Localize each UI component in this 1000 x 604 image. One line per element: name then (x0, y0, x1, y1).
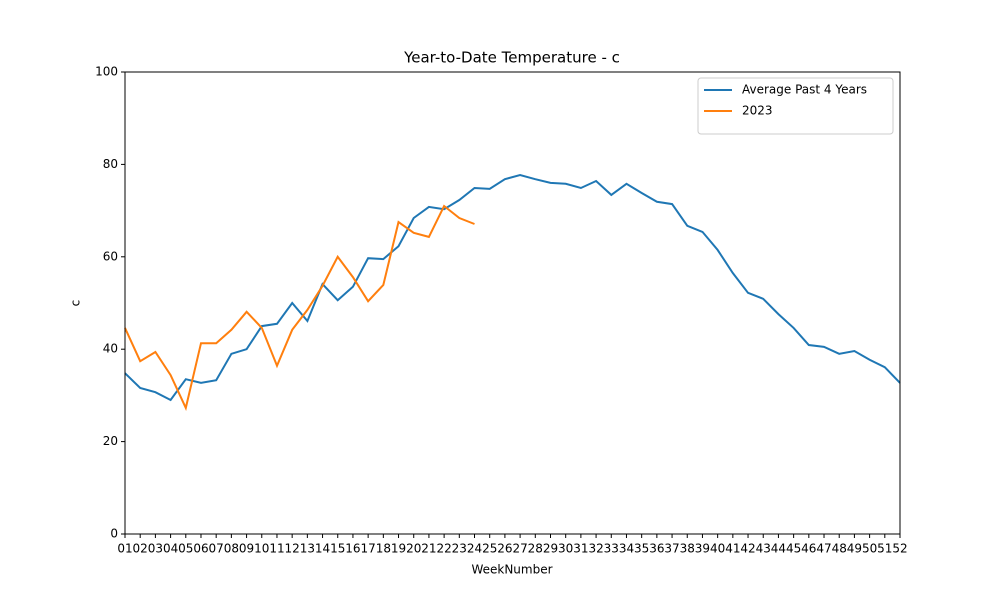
x-tick-label: 39 (695, 542, 710, 556)
x-tick-label: 40 (710, 542, 725, 556)
x-tick-label: 24 (467, 542, 482, 556)
x-tick-label: 29 (543, 542, 558, 556)
x-tick-label: 28 (528, 542, 543, 556)
x-tick-label: 42 (740, 542, 755, 556)
y-tick-label: 0 (110, 527, 118, 541)
x-tick-label: 07 (209, 542, 224, 556)
x-tick-label: 19 (391, 542, 406, 556)
x-tick-label: 25 (482, 542, 497, 556)
x-tick-label: 38 (680, 542, 695, 556)
x-tick-label: 02 (133, 542, 148, 556)
x-tick-label: 22 (436, 542, 451, 556)
x-tick-label: 13 (300, 542, 315, 556)
x-tick-label: 17 (360, 542, 375, 556)
x-tick-label: 16 (345, 542, 360, 556)
x-tick-label: 45 (786, 542, 801, 556)
series-line (124, 204, 475, 411)
y-tick-label: 40 (103, 342, 118, 356)
x-tick-label: 37 (664, 542, 679, 556)
x-tick-label: 11 (269, 542, 284, 556)
x-tick-label: 31 (573, 542, 588, 556)
x-tick-label: 32 (588, 542, 603, 556)
y-tick-label: 80 (103, 157, 118, 171)
x-tick-label: 15 (330, 542, 345, 556)
x-tick-label: 35 (634, 542, 649, 556)
x-tick-label: 10 (254, 542, 269, 556)
y-tick-label: 60 (103, 249, 118, 263)
x-tick-label: 08 (224, 542, 239, 556)
x-tick-label: 48 (832, 542, 847, 556)
x-tick-label: 50 (862, 542, 877, 556)
legend-box (697, 77, 894, 135)
x-tick-label: 51 (877, 542, 892, 556)
x-tick-label: 46 (801, 542, 816, 556)
chart-title: Year-to-Date Temperature - c (403, 49, 620, 67)
x-tick-label: 12 (285, 542, 300, 556)
y-axis-label: c (69, 300, 83, 307)
x-tick-label: 06 (193, 542, 208, 556)
x-tick-label: 30 (558, 542, 573, 556)
x-axis-label: WeekNumber (471, 563, 552, 577)
x-tick-label: 21 (421, 542, 436, 556)
x-tick-label: 27 (512, 542, 527, 556)
x-tick-label: 18 (376, 542, 391, 556)
x-tick-label: 04 (163, 542, 178, 556)
x-tick-label: 52 (892, 542, 907, 556)
x-tick-label: 03 (148, 542, 163, 556)
x-tick-label: 33 (604, 542, 619, 556)
legend-label: Average Past 4 Years (742, 83, 867, 97)
y-tick-label: 20 (103, 434, 118, 448)
x-tick-label: 34 (619, 542, 634, 556)
x-tick-label: 36 (649, 542, 664, 556)
series-line (124, 173, 901, 402)
x-tick-label: 47 (816, 542, 831, 556)
plot-frame (124, 71, 901, 535)
x-tick-label: 49 (847, 542, 862, 556)
x-tick-label: 01 (117, 542, 132, 556)
y-tick-label: 100 (95, 65, 118, 79)
x-tick-label: 05 (178, 542, 193, 556)
x-tick-label: 41 (725, 542, 740, 556)
x-tick-label: 14 (315, 542, 330, 556)
legend-label: 2023 (742, 104, 773, 118)
x-tick-label: 23 (452, 542, 467, 556)
x-tick-label: 44 (771, 542, 786, 556)
x-tick-label: 26 (497, 542, 512, 556)
x-tick-label: 09 (239, 542, 254, 556)
x-tick-label: 43 (756, 542, 771, 556)
x-tick-label: 20 (406, 542, 421, 556)
